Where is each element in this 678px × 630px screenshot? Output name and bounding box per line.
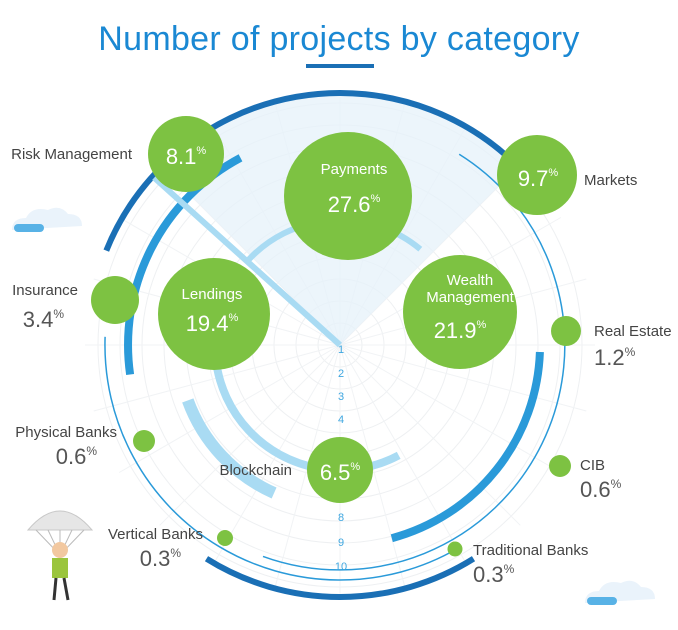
- bubble-blockchain: [307, 437, 373, 503]
- bubble-wealth-management: [403, 255, 517, 369]
- ring-label: 4: [338, 414, 344, 426]
- data-label: 0.3%: [140, 546, 182, 571]
- data-label: 0.6%: [56, 444, 98, 469]
- category-label: Traditional Banks: [473, 542, 588, 559]
- ring-label: 9: [338, 537, 344, 549]
- thin-arc-right: [262, 153, 566, 571]
- bubble-payments: [284, 132, 412, 260]
- ring-label: 1: [338, 344, 344, 356]
- ring-label: 3: [338, 391, 344, 403]
- category-label: Lendings: [182, 286, 243, 303]
- bubble-traditional-banks: [447, 541, 463, 557]
- data-label: 3.4%: [23, 307, 65, 332]
- category-label: Wealth: [447, 272, 493, 289]
- bubble-physical-banks: [133, 430, 155, 452]
- parachute-figure-icon: [26, 510, 94, 601]
- category-label: Blockchain: [219, 462, 292, 479]
- data-label: 0.6%: [580, 477, 622, 502]
- category-label: Payments: [321, 161, 388, 178]
- bubble-cib: [549, 455, 571, 477]
- outer-arc-top: [103, 89, 530, 252]
- outer-arc-bottom: [204, 556, 476, 600]
- grid-spoke: [339, 344, 521, 526]
- bubble-real-estate: [551, 316, 581, 346]
- bubble-vertical-banks: [217, 530, 233, 546]
- grid-spoke: [339, 344, 562, 473]
- data-label: 19.4%: [186, 311, 239, 336]
- data-label: 1.2%: [594, 345, 636, 370]
- category-label: Markets: [584, 172, 637, 189]
- bubble-markets: [497, 135, 577, 215]
- category-label: Risk Management: [11, 146, 133, 163]
- ring-label: 8: [338, 512, 344, 524]
- ring-label: 10: [335, 561, 347, 573]
- risk-spoke: [152, 175, 343, 348]
- category-label: CIB: [580, 457, 605, 474]
- lendings-arc: [182, 398, 277, 499]
- cloud-left-icon-accent: [14, 224, 44, 232]
- thin-arc-left: [104, 336, 458, 581]
- category-label: Real Estate: [594, 323, 672, 340]
- grid-spoke: [339, 164, 521, 346]
- cloud-right-icon-accent: [587, 597, 617, 605]
- chart-title: Number of projects by category: [98, 20, 580, 58]
- category-label: Management: [426, 289, 514, 306]
- bubble-lendings: [158, 258, 270, 370]
- title-underline: [306, 64, 374, 68]
- category-label: Insurance: [12, 282, 78, 299]
- category-label: Vertical Banks: [108, 526, 203, 543]
- category-label: Physical Banks: [15, 424, 117, 441]
- bubble-insurance: [91, 276, 139, 324]
- mid-arc-right: [390, 351, 544, 543]
- ring-label: 2: [338, 368, 344, 380]
- data-label: 0.3%: [473, 562, 515, 587]
- bubble-risk-management: [148, 116, 224, 192]
- grid-spoke: [339, 344, 587, 412]
- grid-spoke: [339, 344, 468, 567]
